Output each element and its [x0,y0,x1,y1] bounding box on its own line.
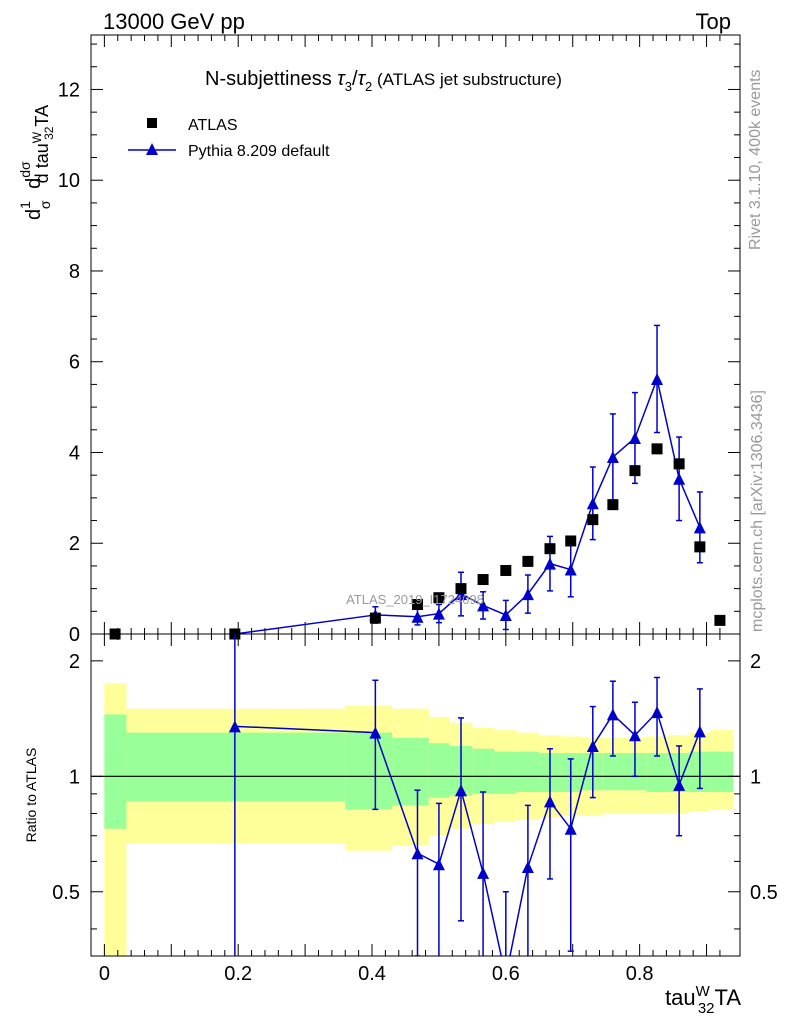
ratio-frame [90,633,741,957]
legend-atlas-marker [147,118,157,128]
y-tick-label: 0 [69,624,80,646]
atlas-point [477,574,489,586]
mcplots-label: mcplots.cern.ch [arXiv:1306.3436] [749,390,766,632]
pythia-ratio-point [628,729,641,742]
band-green-bin [126,732,346,802]
atlas-point [522,555,534,567]
band-green-bin [494,751,517,794]
x-axis-label: tauW 32TA [665,983,741,1017]
header-energy: 13000 GeV pp [103,9,245,34]
x-tick-label: 0.4 [358,963,386,985]
pythia-point [477,599,490,612]
pythia-point [673,472,686,485]
x-tick-label: 0.2 [224,963,252,985]
ratio-y-tick-label: 0.5 [52,882,80,904]
y-tick-label: 2 [69,533,80,555]
ratio-y-tick-label-right: 2 [750,651,761,673]
x-tick-label: 0.6 [492,963,520,985]
legend-pythia-label: Pythia 8.209 default [188,143,330,160]
pythia-ratio-point [606,708,619,721]
pythia-ratio-point [454,784,467,797]
pythia-ratio-point [651,706,664,719]
band-green-bin [428,743,450,798]
x-tick-label: 0 [99,963,110,985]
atlas-series [109,443,726,640]
pythia-series [231,324,706,634]
atlas-point [587,514,599,526]
band-green-bin [472,748,495,794]
main-panel: 0 2 4 6 8 10 12 N-subjettiness τ3/τ2 (ATLAS je… [17,34,741,646]
ratio-y-tick-label: 1 [69,766,80,788]
x-tick-label: 0.8 [626,963,654,985]
pythia-ratio-point [586,739,599,752]
analysis-watermark: ATLAS_2019_I1724098 [346,592,484,607]
atlas-point [607,499,619,511]
pythia-point [521,588,534,601]
svg-text:d1σ ddσd tauW32TA: d1 σ ddσd tauW32TA [17,105,56,220]
pythia-point [499,608,512,621]
legend-pythia-marker [146,143,158,155]
pythia-point [606,451,619,464]
ratio-uncertainty-bands [104,683,734,956]
pythia-ratio-point [521,861,534,874]
pythia-point [628,431,641,444]
band-green-bin [516,751,540,793]
y-tick-label: 4 [69,442,80,464]
pythia-point [432,607,445,620]
band-green-bin [710,751,734,793]
pythia-point [411,610,424,623]
atlas-point [673,458,685,470]
pythia-ratio-point [564,822,577,835]
ratio-y-axis-label: Ratio to ATLAS [23,748,39,843]
pythia-ratio-series [228,634,706,956]
ratio-y-tick-label-right: 0.5 [750,882,778,904]
atlas-point [714,614,726,626]
atlas-point [369,612,381,624]
y-tick-label: 8 [69,261,80,283]
pythia-point [564,563,577,576]
rivet-version-label: Rivet 3.1.10, 400k events [747,69,764,250]
pythia-point [651,372,664,385]
pythia-ratio-point [432,858,445,871]
pythia-ratio-point [411,847,424,860]
band-green-bin [602,753,624,791]
pythia-ratio-point [369,726,382,739]
legend: ATLAS Pythia 8.209 default [128,117,330,160]
y-axis-label: d1 σ ddσd tauW32TA [17,105,56,220]
ratio-y-tick-label-right: 1 [750,766,761,788]
pythia-ratio-point [477,866,490,879]
pythia-point [586,497,599,510]
pythia-ratio-point [543,795,556,808]
pythia-ratio-line [234,710,701,956]
y-tick-label: 12 [58,79,80,101]
ratio-y-tick-label: 2 [69,651,80,673]
atlas-point [500,564,512,576]
chart-title: N-subjettiness τ3/τ2 (ATLAS jet substruc… [205,68,562,94]
atlas-point [544,543,556,555]
pythia-point [693,521,706,534]
atlas-point [694,541,706,553]
y-tick-label: 10 [58,170,80,192]
band-green-bin [646,753,669,793]
legend-atlas-label: ATLAS [188,117,238,134]
atlas-point [629,465,641,477]
band-green-bin [104,714,127,829]
atlas-point [433,592,445,604]
pythia-ratio-point [693,725,706,738]
atlas-point [651,443,663,455]
pythia-line [234,376,701,634]
y-tick-label: 6 [69,352,80,374]
atlas-point [565,535,577,547]
atlas-point [455,583,467,595]
band-green-bin [345,732,393,810]
atlas-point [412,599,424,611]
pythia-ratio-point [228,720,241,733]
band-green-bin [392,737,429,806]
pythia-ratio-point [673,778,686,791]
header-process: Top [696,9,731,34]
pythia-point [543,557,556,570]
ratio-panel: 0 0.2 0.4 0.6 0.8 0.5 0.5 1 1 2 2 Ratio to ATLAS [23,633,778,985]
